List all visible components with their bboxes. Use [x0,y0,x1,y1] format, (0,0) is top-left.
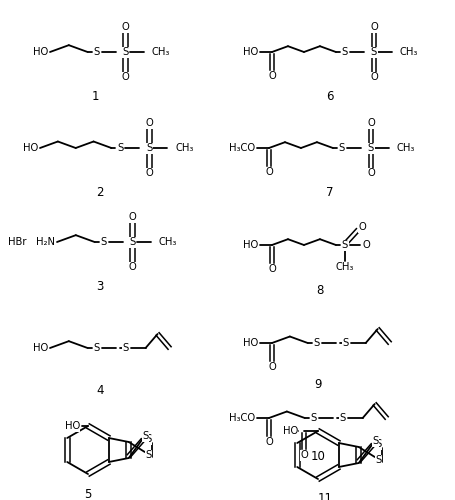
Text: HO: HO [23,143,38,153]
Text: S: S [341,240,347,250]
Text: O: O [366,118,374,128]
Text: HO: HO [65,421,80,431]
Text: O: O [264,167,272,177]
Text: CH₃: CH₃ [175,143,193,153]
Text: O: O [366,168,374,178]
Text: S: S [339,413,345,423]
Text: 2: 2 [96,186,104,198]
Text: S: S [93,343,100,353]
Text: 4: 4 [96,384,104,396]
Text: S: S [367,143,373,153]
Text: O: O [369,72,377,82]
Text: O: O [128,212,136,222]
Text: CH₃: CH₃ [335,262,354,272]
Text: O: O [128,262,136,272]
Text: H₂N: H₂N [36,237,55,247]
Text: 7: 7 [325,186,333,198]
Text: O: O [369,22,377,32]
Text: S: S [341,47,347,57]
Text: S: S [146,143,152,153]
Text: S: S [370,47,376,57]
Text: HO: HO [282,426,298,436]
Text: O: O [264,437,272,447]
Text: O: O [299,450,307,460]
Text: O: O [357,222,365,232]
Text: CH₃: CH₃ [158,237,177,247]
Text: 11: 11 [317,492,332,500]
Text: CH₃: CH₃ [151,47,170,57]
Text: O: O [121,22,129,32]
Text: O: O [121,72,129,82]
Text: HO: HO [33,343,48,353]
Text: O: O [268,264,275,274]
Text: S: S [310,413,316,423]
Text: S: S [142,431,149,441]
Text: HO: HO [242,47,258,57]
Text: 10: 10 [310,450,325,462]
Text: HO: HO [242,338,258,348]
Text: S: S [145,450,152,460]
Text: O: O [268,362,275,372]
Text: S: S [145,434,152,444]
Text: S: S [375,455,381,465]
Text: 5: 5 [84,488,91,500]
Text: H₃CO: H₃CO [228,143,254,153]
Text: 3: 3 [96,280,103,292]
Text: S: S [117,143,123,153]
Text: 8: 8 [316,284,323,296]
Text: S: S [375,439,381,449]
Text: O: O [268,71,275,81]
Text: HBr: HBr [9,237,27,247]
Text: 1: 1 [91,90,99,102]
Text: CH₃: CH₃ [396,143,415,153]
Text: S: S [372,436,378,446]
Text: O: O [361,240,369,250]
Text: CH₃: CH₃ [399,47,417,57]
Text: 9: 9 [313,378,321,390]
Text: 6: 6 [325,90,333,102]
Text: S: S [338,143,344,153]
Text: S: S [122,343,128,353]
Text: O: O [145,118,153,128]
Text: S: S [122,47,128,57]
Text: S: S [100,237,106,247]
Text: S: S [129,237,136,247]
Text: H₃CO: H₃CO [228,413,254,423]
Text: S: S [342,338,348,348]
Text: HO: HO [33,47,48,57]
Text: S: S [313,338,319,348]
Text: O: O [145,168,153,178]
Text: HO: HO [242,240,258,250]
Text: S: S [93,47,100,57]
